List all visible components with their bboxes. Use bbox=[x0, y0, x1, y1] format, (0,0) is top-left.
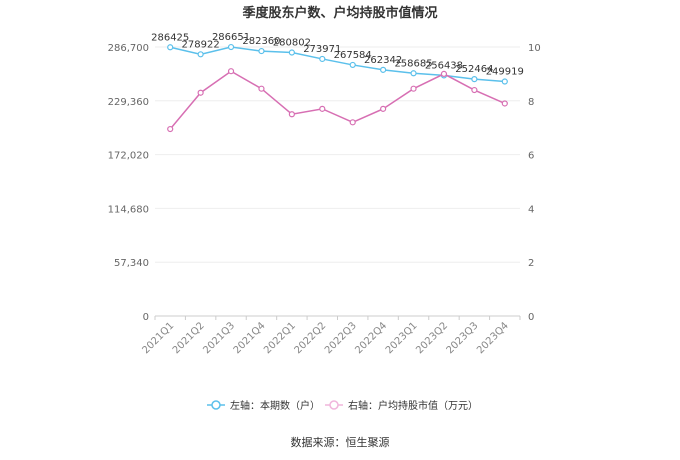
right-tick-label: 4 bbox=[528, 204, 534, 215]
data-point[interactable] bbox=[501, 100, 508, 107]
x-tick-label: 2021Q3 bbox=[201, 320, 237, 356]
chart-title: 季度股东户数、户均持股市值情况 bbox=[241, 5, 437, 21]
data-label: 278922 bbox=[182, 39, 220, 50]
x-tick-label: 2022Q1 bbox=[262, 320, 298, 356]
data-point[interactable] bbox=[410, 85, 417, 92]
data-label: 286651 bbox=[212, 32, 250, 43]
data-point[interactable] bbox=[319, 55, 326, 63]
legend-label-households: 左轴：本期数（户） bbox=[230, 399, 320, 412]
series-lines bbox=[167, 43, 508, 133]
data-point[interactable] bbox=[167, 44, 174, 51]
x-tick-label: 2022Q3 bbox=[323, 320, 359, 356]
data-point[interactable] bbox=[380, 66, 387, 73]
data-point[interactable] bbox=[227, 68, 235, 75]
left-tick-label: 172,020 bbox=[108, 151, 149, 162]
data-point[interactable] bbox=[471, 86, 478, 94]
right-tick-label: 6 bbox=[528, 151, 534, 162]
x-tick-label: 2023Q4 bbox=[475, 320, 511, 356]
left-tick-label: 286,700 bbox=[108, 43, 149, 54]
data-point[interactable] bbox=[227, 43, 235, 51]
right-tick-label: 0 bbox=[528, 312, 534, 323]
left-tick-label: 57,340 bbox=[114, 258, 149, 269]
data-source: 数据来源：恒生聚源 bbox=[291, 435, 390, 449]
x-tick-label: 2023Q1 bbox=[384, 320, 420, 356]
data-label: 282360 bbox=[242, 36, 280, 47]
legend-label-avg-value: 右轴：户均持股市值（万元） bbox=[348, 399, 478, 412]
legend-item-households[interactable]: 左轴：本期数（户） bbox=[207, 399, 320, 412]
right-tick-label: 10 bbox=[528, 43, 541, 54]
data-label: 273971 bbox=[303, 44, 341, 55]
data-point[interactable] bbox=[349, 119, 356, 126]
legend: 左轴：本期数（户） 右轴：户均持股市值（万元） bbox=[207, 399, 478, 412]
data-label: 252464 bbox=[455, 64, 493, 75]
x-tick-label: 2022Q4 bbox=[353, 320, 389, 356]
data-point[interactable] bbox=[288, 49, 295, 56]
right-tick-label: 8 bbox=[528, 97, 534, 108]
right-axis: 0 2 4 6 8 10 bbox=[528, 43, 541, 323]
data-point[interactable] bbox=[319, 105, 326, 112]
x-axis: 2021Q12021Q22021Q32021Q42022Q12022Q22022… bbox=[140, 316, 521, 356]
left-tick-label: 229,360 bbox=[108, 97, 149, 108]
data-label: 258685 bbox=[394, 58, 432, 69]
x-tick-label: 2021Q4 bbox=[232, 320, 268, 356]
series-line-1 bbox=[169, 70, 506, 130]
grid bbox=[155, 46, 520, 317]
x-tick-label: 2023Q2 bbox=[414, 320, 450, 356]
data-label: 267584 bbox=[334, 50, 372, 61]
data-point[interactable] bbox=[501, 78, 508, 85]
data-point[interactable] bbox=[288, 111, 295, 118]
x-tick-label: 2021Q1 bbox=[140, 320, 176, 356]
data-label: 262342 bbox=[364, 55, 402, 66]
data-point[interactable] bbox=[197, 89, 204, 96]
data-label: 249919 bbox=[486, 67, 524, 78]
data-point[interactable] bbox=[410, 70, 417, 77]
data-point[interactable] bbox=[258, 85, 265, 92]
left-tick-label: 114,680 bbox=[108, 204, 149, 215]
x-tick-label: 2023Q3 bbox=[445, 320, 481, 356]
data-point[interactable] bbox=[349, 61, 356, 69]
left-tick-label: 0 bbox=[143, 312, 149, 323]
legend-item-avg-value[interactable]: 右轴：户均持股市值（万元） bbox=[325, 399, 478, 412]
data-label: 280802 bbox=[273, 38, 311, 49]
data-label: 286425 bbox=[151, 32, 189, 43]
data-point[interactable] bbox=[471, 76, 478, 83]
left-axis: 0 57,340 114,680 172,020 229,360 286,700 bbox=[108, 43, 149, 323]
x-tick-label: 2021Q2 bbox=[171, 320, 207, 356]
data-point[interactable] bbox=[258, 47, 265, 55]
data-point[interactable] bbox=[380, 105, 387, 112]
data-point[interactable] bbox=[197, 51, 204, 58]
data-labels: 2864252789222866512823602808022739712675… bbox=[151, 32, 524, 77]
data-point[interactable] bbox=[440, 70, 448, 78]
right-tick-label: 2 bbox=[528, 258, 534, 269]
data-label: 256438 bbox=[425, 60, 463, 71]
data-point[interactable] bbox=[167, 125, 174, 133]
x-tick-label: 2022Q2 bbox=[293, 320, 329, 356]
